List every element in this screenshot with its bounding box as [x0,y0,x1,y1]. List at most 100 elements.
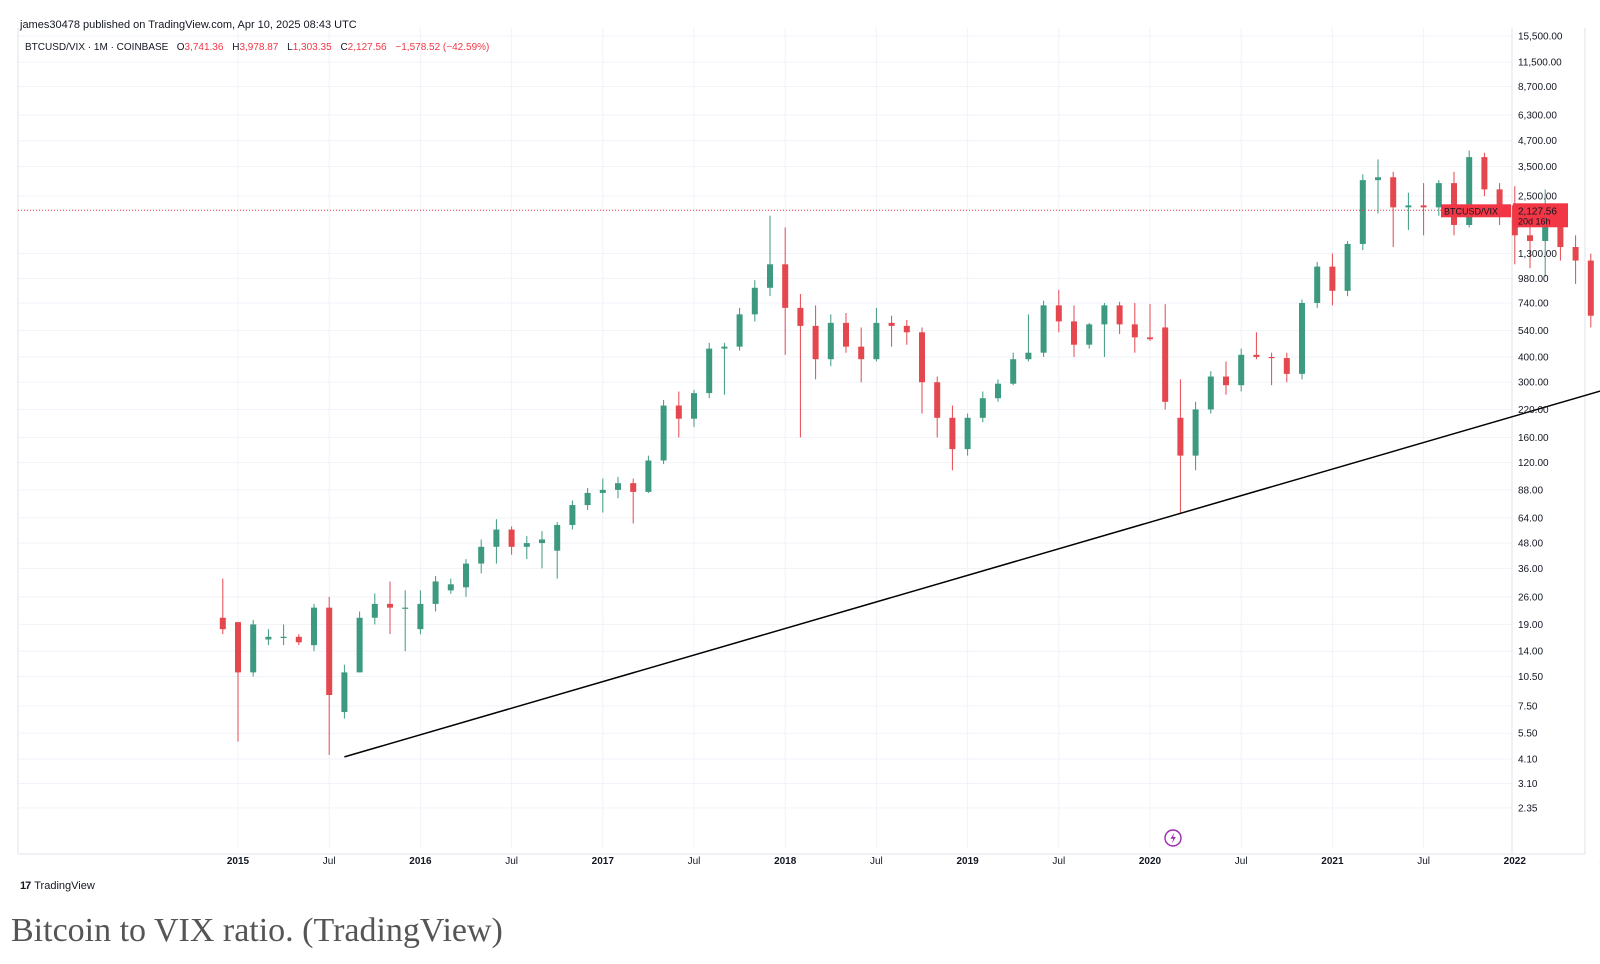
price-tag-countdown: 20d 16h [1518,216,1551,226]
candle [1131,302,1138,353]
candle [645,455,652,493]
x-tick-label: Jul [323,856,336,867]
candle-body [767,264,773,288]
candle-body [706,348,713,394]
tradingview-logo[interactable]: 17 TradingView [20,880,95,892]
x-tick-label: Jul [1417,856,1430,867]
candle-body [1405,205,1412,208]
candle-body [964,417,971,450]
candle [1010,352,1017,386]
y-tick-label: 220.00 [1518,405,1549,416]
candle-body [295,636,302,643]
candle-body [1375,177,1381,181]
candles [219,150,1594,755]
candle-body [1496,189,1503,206]
lightning-icon[interactable] [1164,829,1182,847]
candle-body [250,624,257,673]
x-tick-label: Jul [870,856,883,867]
candle-body [508,529,515,547]
legend-low-value: 1,303.35 [292,42,332,53]
candle [721,342,728,395]
candle-body [493,529,500,547]
x-axis[interactable]: 2015 Jul 2016 Jul 2017 Jul 2018 Jul 2019 Jul 2020 J… [227,856,1600,867]
candle [417,590,424,635]
candle-body [356,617,363,673]
candle-body [858,346,865,360]
y-tick-label: 1,300.00 [1518,249,1557,260]
candle-body [1451,183,1457,225]
candle-body [1223,376,1229,386]
candle [1587,253,1594,328]
candle-body [995,383,1001,399]
candle-body [1527,235,1533,241]
candle-body [432,581,439,604]
candle [691,389,697,428]
candle [584,487,591,510]
legend-close-value: 2,127.56 [347,42,387,53]
candle [812,305,819,380]
candle [387,581,393,635]
candle [767,215,773,297]
candle [919,327,925,414]
candle [295,634,302,646]
candle-body [1086,324,1093,345]
candle [827,314,834,367]
y-tick-label: 980.00 [1518,274,1549,285]
candle [569,500,576,530]
legend-open-label: O [176,42,185,53]
y-tick-label: 540.00 [1518,326,1549,337]
y-tick-label: 64.00 [1518,513,1543,524]
candle [1481,152,1488,197]
x-tick-label: 2018 [774,856,797,867]
candle [964,413,971,456]
chart-area[interactable]: 15,500.00 11,500.00 8,700.00 6,300.00 4,700.… [0,0,1600,900]
candle-body [1010,359,1017,384]
candle-body [1116,305,1123,325]
published-info: james30478 published on TradingView.com,… [20,19,357,31]
y-axis[interactable]: 15,500.00 11,500.00 8,700.00 6,300.00 4,700.… [1518,32,1563,815]
candle [447,578,454,594]
candle [1025,314,1032,362]
price-tag-value-bg [1513,203,1568,228]
y-tick-label: 300.00 [1518,378,1549,389]
candle-body [1207,376,1214,410]
candle-body [812,325,819,360]
candle [979,391,986,423]
y-tick-label: 88.00 [1518,485,1543,496]
legend-symbol: BTCUSD/VIX · 1M · COINBASE [25,42,169,53]
candle [1192,401,1199,471]
price-tag-symbol: BTCUSD/VIX [1444,206,1498,216]
price-chart[interactable]: 15,500.00 11,500.00 8,700.00 6,300.00 4,700.… [0,0,1600,900]
candle [888,315,895,347]
candle [1238,348,1245,392]
x-tick-label: 2020 [1139,856,1162,867]
candle-body [1481,157,1488,190]
candle-body [843,322,849,347]
y-tick-label: 7.50 [1518,701,1538,712]
x-tick-label: Jul [1052,856,1065,867]
candle [539,531,545,569]
y-tick-label: 3.10 [1518,779,1538,790]
candle-body [326,607,333,696]
x-tick-label: 2016 [409,856,432,867]
y-tick-label: 4.10 [1518,754,1538,765]
candle-body [523,543,530,547]
candle [265,629,272,646]
legend-high-label: H [232,42,240,53]
candle-body [1587,260,1594,316]
y-tick-label: 6,300.00 [1518,111,1557,122]
y-tick-label: 120.00 [1518,458,1549,469]
candle [1299,299,1305,380]
candle [873,307,880,362]
legend-high-value: 3,978.87 [239,42,279,53]
candle [599,478,606,513]
candle-body [660,405,667,461]
candle-body [979,398,986,418]
x-tick-label: Jul [1235,856,1248,867]
candle-body [1071,321,1077,345]
candle-body [721,346,728,349]
symbol-legend[interactable]: BTCUSD/VIX · 1M · COINBASE O3,741.36 H3,… [25,42,489,53]
candle [1162,304,1169,410]
candle [843,313,849,353]
x-tick-label: Jul [505,856,518,867]
